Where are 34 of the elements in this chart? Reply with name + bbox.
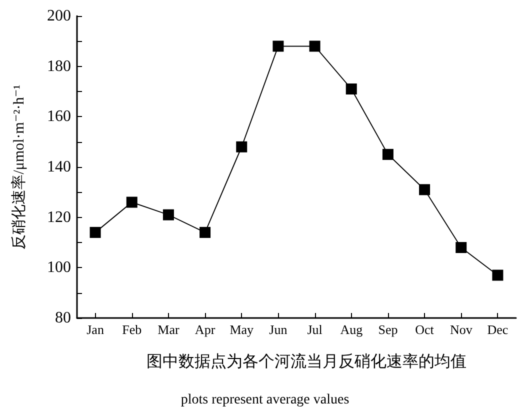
point — [309, 40, 320, 52]
point — [90, 226, 101, 238]
x-tick-label: Sep — [378, 322, 398, 337]
y-tick-label: 200 — [47, 8, 71, 24]
point — [492, 270, 504, 281]
x-tick-label: Apr — [194, 322, 216, 337]
x-tick-label: Nov — [450, 322, 473, 337]
y-axis-title: 反硝化速率/μmol·m⁻²·h⁻¹ — [10, 84, 28, 250]
x-tick-label: Oct — [415, 322, 434, 337]
y-tick-label: 80 — [55, 310, 71, 326]
point — [382, 148, 394, 160]
point — [456, 242, 467, 254]
text: plots represent average values — [180, 392, 350, 408]
point — [419, 184, 430, 196]
y-tick-label: 140 — [47, 158, 71, 176]
x-tick-label: Dec — [487, 322, 508, 337]
y-tick-label: 180 — [47, 58, 71, 75]
x-tick-label: Jun — [269, 322, 288, 337]
x-tick-label: Feb — [122, 322, 142, 337]
y-tick-label: 100 — [47, 259, 71, 276]
x-tick-label: Jan — [86, 322, 104, 337]
y-tick-label: 120 — [47, 208, 71, 226]
x-tick-label: Aug — [340, 322, 364, 337]
point — [126, 196, 138, 208]
x-tick-label: May — [230, 322, 254, 337]
point — [346, 83, 357, 94]
point — [272, 40, 284, 52]
x-tick-label: Mar — [158, 322, 180, 337]
x-tick-label: Jul — [307, 322, 323, 337]
y-tick-label: 160 — [47, 108, 71, 126]
point — [162, 209, 174, 220]
x-axis-title: 图中数据点为各个河流当月反硝化速率的均值 — [146, 352, 466, 370]
point — [236, 141, 248, 152]
point — [200, 226, 211, 238]
